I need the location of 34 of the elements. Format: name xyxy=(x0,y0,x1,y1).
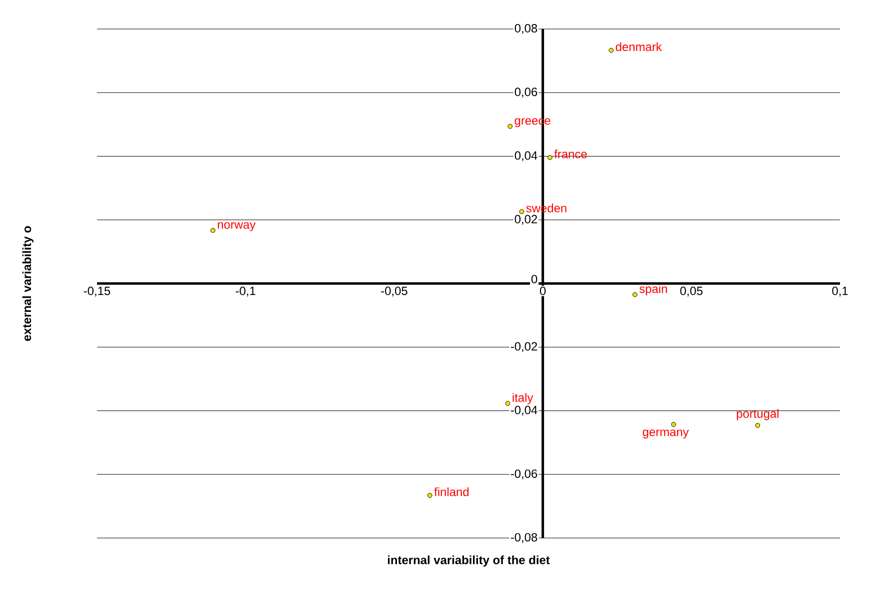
point xyxy=(505,400,510,406)
y-tick-label: -0,08 xyxy=(510,533,538,543)
y-tick-label: 0 xyxy=(531,274,538,284)
annotation: denmark xyxy=(616,42,662,52)
point xyxy=(210,228,216,233)
annotation: finland xyxy=(434,487,468,496)
y-tick-label: -0,06 xyxy=(510,469,538,480)
point xyxy=(427,492,432,498)
point xyxy=(508,124,513,129)
point xyxy=(608,48,614,53)
x-tick-label: 0 xyxy=(540,286,546,296)
annotation: norway xyxy=(218,222,256,232)
point xyxy=(632,292,638,298)
y-tick-label: 0,06 xyxy=(514,88,538,98)
x-tick-label: -0,05 xyxy=(381,286,408,297)
y-tick-label: -0,02 xyxy=(510,342,538,352)
annotation: portugal xyxy=(736,409,778,420)
y-tick-label: -0,04 xyxy=(510,406,538,416)
x-tick-label: 0,1 xyxy=(832,286,848,297)
annotation: italy xyxy=(512,393,534,404)
point xyxy=(755,422,760,428)
x-axis-title: internal variability of the diet xyxy=(388,555,550,567)
y-tick-label: 0,04 xyxy=(514,151,538,162)
y-tick-label: 0,02 xyxy=(514,214,538,225)
y-axis-title: external variability o xyxy=(22,226,34,341)
x-tick-label: -0,15 xyxy=(84,286,110,297)
x-tick-label: 0,05 xyxy=(680,286,703,297)
annotation: germany xyxy=(642,430,689,439)
point xyxy=(671,422,676,427)
point xyxy=(547,155,552,160)
annotation: spain xyxy=(639,284,667,296)
x-tick-label: -0,1 xyxy=(236,286,256,297)
point xyxy=(519,209,524,214)
y-tick-label: 0,08 xyxy=(514,24,538,34)
